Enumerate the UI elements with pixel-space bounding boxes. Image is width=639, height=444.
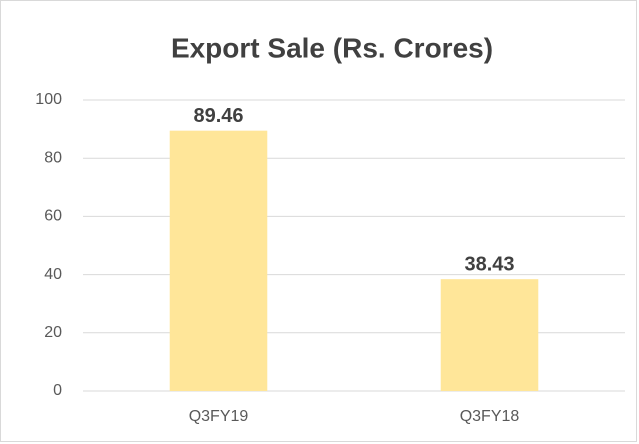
y-tick-label: 20 bbox=[44, 324, 62, 341]
y-tick-label: 40 bbox=[44, 266, 62, 283]
data-label: 89.46 bbox=[193, 105, 243, 127]
data-label: 38.43 bbox=[464, 253, 514, 275]
x-tick-label: Q3FY19 bbox=[189, 408, 249, 425]
y-tick-label: 0 bbox=[53, 382, 62, 399]
bar bbox=[169, 130, 268, 392]
chart-title: Export Sale (Rs. Crores) bbox=[171, 32, 493, 63]
y-tick-label: 80 bbox=[44, 149, 62, 166]
y-tick-label: 100 bbox=[35, 91, 62, 108]
y-tick-label: 60 bbox=[44, 208, 62, 225]
x-tick-label: Q3FY18 bbox=[460, 408, 520, 425]
bar bbox=[440, 279, 539, 391]
